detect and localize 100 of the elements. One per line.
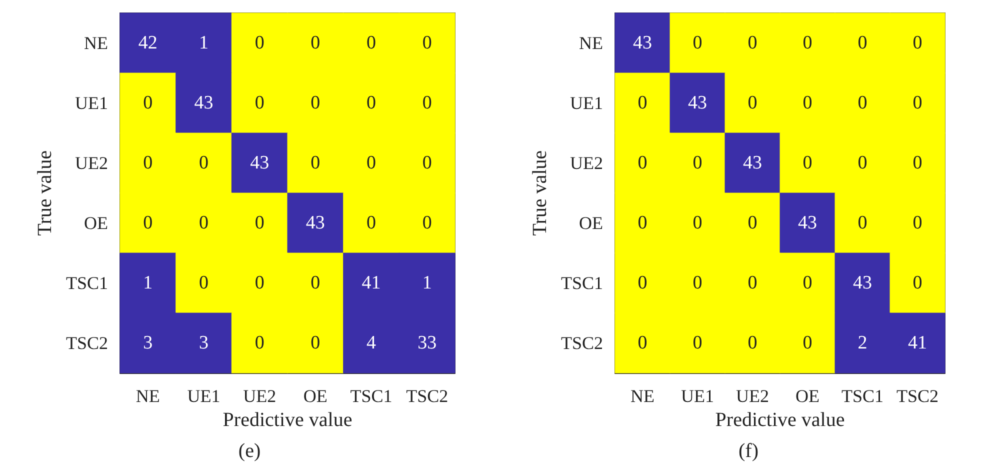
x-axis-title: Predictive value	[222, 408, 352, 431]
data-label: 0	[802, 272, 812, 294]
data-label: 0	[254, 32, 264, 54]
data-label: 0	[366, 92, 376, 114]
data-label: 42	[138, 32, 158, 54]
x-tick-label: NE	[630, 386, 654, 406]
x-tick-label: UE2	[243, 386, 276, 406]
data-label: 0	[422, 32, 432, 54]
data-label: 0	[912, 152, 922, 174]
data-label: 0	[199, 212, 208, 234]
y-tick-label: UE1	[570, 93, 603, 113]
text: (e)	[238, 440, 261, 462]
data-label: 1	[199, 32, 208, 54]
data-label: 43	[194, 92, 214, 114]
data-label: 0	[748, 92, 758, 114]
data-label: 0	[422, 92, 432, 114]
text: (f)	[738, 440, 758, 462]
x-tick-label: NE	[136, 386, 160, 406]
data-label: 0	[422, 152, 432, 174]
data-label: 0	[310, 152, 320, 174]
data-label: 0	[858, 32, 868, 54]
data-label: 0	[143, 152, 153, 174]
data-label: 43	[306, 212, 325, 234]
data-label: 2	[858, 332, 868, 354]
data-label: 0	[858, 92, 868, 114]
data-label: 43	[250, 152, 270, 174]
data-label: 0	[748, 332, 758, 354]
y-tick-label: OE	[84, 213, 108, 233]
data-label: 0	[143, 212, 153, 234]
data-label: 0	[254, 272, 264, 294]
data-label: 0	[802, 152, 812, 174]
data-label: 0	[638, 92, 648, 114]
x-tick-label: UE2	[736, 386, 769, 406]
data-label: 0	[199, 152, 208, 174]
data-label: 0	[692, 212, 702, 234]
x-tick-label: UE1	[681, 386, 714, 406]
data-label: 43	[743, 152, 762, 174]
data-label: 0	[802, 32, 812, 54]
data-label: 0	[692, 332, 702, 354]
y-tick-label: NE	[579, 33, 603, 53]
x-tick-label: UE1	[187, 386, 220, 406]
data-label: 0	[366, 152, 376, 174]
data-label: 43	[853, 272, 872, 294]
data-label: 0	[638, 212, 648, 234]
data-label: 0	[310, 92, 320, 114]
data-label: 0	[310, 332, 320, 354]
x-tick-label: OE	[303, 386, 328, 406]
data-label: 3	[143, 332, 153, 354]
data-label: 33	[418, 332, 437, 354]
y-tick-label: NE	[84, 33, 108, 53]
data-label: 0	[638, 332, 648, 354]
data-label: 41	[908, 332, 927, 354]
data-label: 0	[912, 92, 922, 114]
data-label: 0	[912, 32, 922, 54]
y-tick-label: TSC2	[66, 333, 108, 353]
x-tick-label: TSC1	[841, 386, 884, 406]
x-tick-label: OE	[796, 386, 820, 406]
data-label: 3	[199, 332, 208, 354]
x-axis-title: Predictive value	[715, 408, 845, 431]
data-label: 0	[802, 92, 812, 114]
data-label: 0	[310, 32, 320, 54]
y-tick-label: OE	[579, 213, 603, 233]
data-label: 0	[748, 212, 758, 234]
data-label: 0	[912, 212, 922, 234]
data-label: 1	[143, 272, 153, 294]
data-label: 0	[366, 32, 376, 54]
y-axis-title: True value	[529, 150, 552, 236]
data-label: 0	[143, 92, 153, 114]
data-label: 0	[254, 212, 264, 234]
data-label: 43	[633, 32, 652, 54]
data-label: 0	[858, 212, 868, 234]
y-tick-label: UE2	[570, 153, 603, 173]
data-label: 0	[638, 272, 648, 294]
data-label: 43	[798, 212, 817, 234]
data-label: 0	[748, 272, 758, 294]
data-label: 0	[748, 32, 758, 54]
x-tick-label: TSC1	[350, 386, 392, 406]
data-label: 4	[366, 332, 376, 354]
data-label: 0	[422, 212, 432, 234]
y-axis-title: True value	[34, 150, 56, 236]
data-label: 0	[692, 152, 702, 174]
data-label: 0	[692, 272, 702, 294]
y-tick-label: UE1	[75, 93, 108, 113]
data-label: 41	[362, 272, 381, 294]
data-label: 0	[310, 272, 320, 294]
x-tick-label: TSC2	[406, 386, 448, 406]
y-tick-label: TSC2	[560, 333, 603, 353]
data-label: 0	[802, 332, 812, 354]
data-label: 0	[912, 272, 922, 294]
data-label: 0	[366, 212, 376, 234]
data-label: 43	[688, 92, 707, 114]
data-label: 0	[638, 152, 648, 174]
data-label: 0	[254, 332, 264, 354]
data-label: 1	[422, 272, 432, 294]
y-tick-label: UE2	[75, 153, 108, 173]
data-label: 0	[692, 32, 702, 54]
data-label: 0	[858, 152, 868, 174]
y-tick-label: TSC1	[560, 273, 603, 293]
data-label: 0	[254, 92, 264, 114]
data-label: 0	[199, 272, 208, 294]
